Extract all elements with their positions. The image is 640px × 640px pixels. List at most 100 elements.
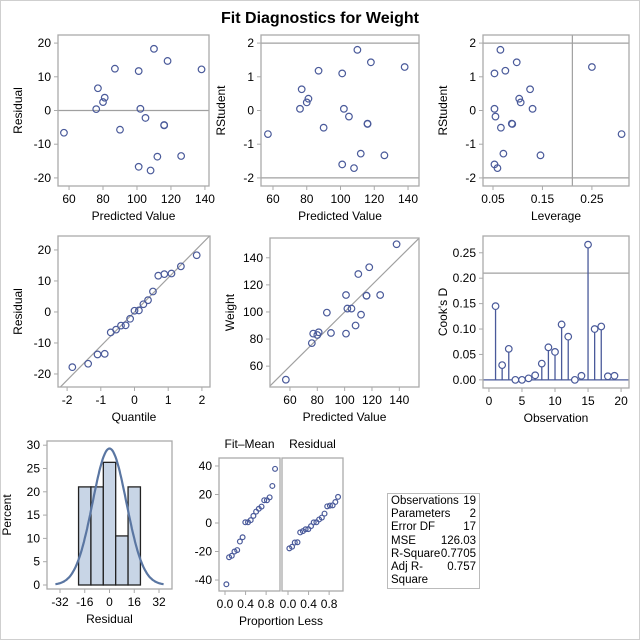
y-tick-label: -1 <box>243 137 254 151</box>
stat-row: Adj R-Square 0.757 <box>391 561 476 587</box>
data-point <box>324 503 331 510</box>
y-tick-label: 2 <box>247 36 254 50</box>
y-tick-label: 80 <box>250 332 264 346</box>
y-tick-label: -10 <box>34 137 52 151</box>
data-point <box>197 65 206 74</box>
data-point <box>603 372 612 381</box>
data-point <box>139 300 148 309</box>
data-point <box>516 98 525 107</box>
x-tick-label: 120 <box>364 192 384 206</box>
y-tick-label: 1 <box>247 70 254 84</box>
x-tick-label: 0.0 <box>217 597 234 611</box>
plot-rstudent-pred: 60 80 100 120 140 -2 -1 0 1 2 Predicted Value RStud… <box>214 34 420 223</box>
data-point <box>577 371 586 380</box>
y-tick-label: -20 <box>195 545 213 559</box>
data-point <box>149 287 157 296</box>
data-point <box>342 291 350 299</box>
data-point <box>526 85 534 94</box>
y-tick-label: 0 <box>33 578 40 592</box>
x-tick-label: 16 <box>128 595 142 609</box>
data-point <box>60 128 68 137</box>
data-point <box>160 270 169 279</box>
plot-resid-pred: 60 80 100 120 140 -20 -10 0 10 20 Predicted Value R… <box>11 34 215 223</box>
y-tick-label: 20 <box>199 487 213 501</box>
y-tick-label: 0.20 <box>453 271 477 285</box>
data-point <box>192 251 201 260</box>
stat-value: 0.757 <box>447 561 476 574</box>
data-point <box>350 164 358 173</box>
plot-hist: -32 -16 0 16 32 0 5 10 15 20 25 30 Residual Percent <box>1 438 173 626</box>
y-axis-label: Residual <box>11 288 25 335</box>
x-tick-label: 120 <box>161 192 181 206</box>
y-tick-label: 120 <box>243 278 263 292</box>
data-point <box>264 130 272 138</box>
data-point <box>490 69 499 78</box>
data-point <box>310 519 317 526</box>
plot-frame <box>281 457 344 592</box>
data-point <box>112 325 120 334</box>
data-point <box>610 371 619 380</box>
data-point <box>146 166 155 175</box>
data-point <box>281 375 290 384</box>
x-axis-label: Residual <box>86 612 133 626</box>
data-point <box>93 350 102 359</box>
x-tick-label: 0.8 <box>321 597 338 611</box>
x-axis-label: Observation <box>524 411 589 425</box>
data-point <box>297 85 306 94</box>
data-point <box>400 63 409 71</box>
data-point <box>551 348 559 356</box>
x-tick-label: 60 <box>62 192 76 206</box>
y-tick-label: -40 <box>195 573 213 587</box>
data-point <box>570 375 579 384</box>
data-point <box>314 66 323 75</box>
y-tick-label: 60 <box>250 359 264 373</box>
stat-row: Error DF 17 <box>391 521 476 534</box>
data-point <box>163 57 172 65</box>
stat-row: Observations 19 <box>391 495 476 508</box>
data-point <box>250 512 257 519</box>
x-tick-label: 0.0 <box>280 597 297 611</box>
data-point <box>100 349 109 358</box>
x-tick-label: 1 <box>165 393 172 407</box>
y-tick-label: -20 <box>34 367 52 381</box>
x-tick-label: 5 <box>519 394 526 408</box>
x-tick-label: 80 <box>311 393 325 407</box>
panel-title: Fit Diagnostics for Weight <box>221 10 419 27</box>
plot-area <box>59 236 210 387</box>
data-point <box>362 291 371 300</box>
x-tick-label: -32 <box>51 595 69 609</box>
y-axis-label: Residual <box>11 87 25 134</box>
stat-label: R-Square <box>391 547 441 560</box>
data-point <box>314 328 323 337</box>
data-point <box>167 269 176 278</box>
data-point <box>319 123 328 132</box>
y-tick-label: 0.00 <box>453 373 477 387</box>
y-tick-label: 0.05 <box>453 347 477 361</box>
stat-value: 0.7705 <box>440 547 476 560</box>
data-point <box>302 526 309 533</box>
x-tick-label: 120 <box>362 393 382 407</box>
stat-label: Observations <box>391 495 459 507</box>
data-point <box>490 104 499 113</box>
data-point <box>366 58 375 67</box>
x-tick-label: 100 <box>335 393 355 407</box>
y-tick-label: 1 <box>469 70 476 84</box>
data-point <box>134 162 143 171</box>
data-point <box>302 98 311 107</box>
x-tick-label: -1 <box>95 393 106 407</box>
stat-row: Parameters 2 <box>391 508 476 521</box>
data-point <box>304 94 313 103</box>
y-tick-label: 10 <box>38 70 52 84</box>
data-point <box>617 130 626 138</box>
x-tick-label: 20 <box>614 394 628 408</box>
y-tick-label: 0.25 <box>453 246 477 260</box>
x-tick-label: 140 <box>389 393 409 407</box>
x-tick-label: 0.4 <box>300 597 317 611</box>
y-tick-label: 0 <box>44 305 51 319</box>
y-tick-label: 10 <box>38 274 52 288</box>
data-point <box>499 149 508 158</box>
data-point <box>356 149 365 158</box>
data-point <box>353 45 362 54</box>
stat-value: 17 <box>463 521 476 534</box>
